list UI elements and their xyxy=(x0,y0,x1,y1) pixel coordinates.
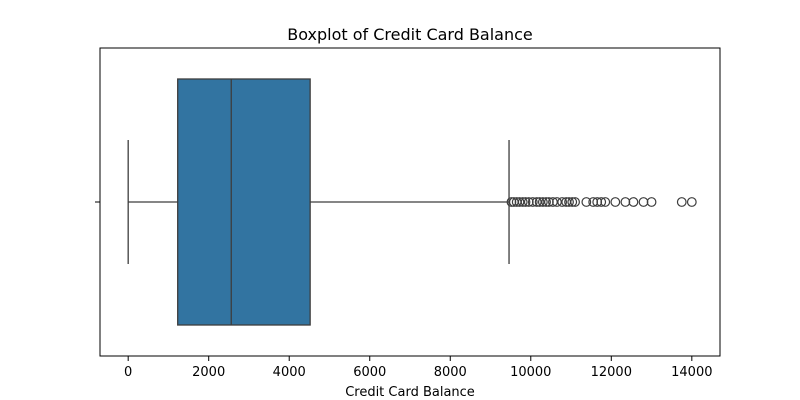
outlier-point xyxy=(570,197,580,207)
outlier-point xyxy=(557,197,568,207)
x-axis-label: Credit Card Balance xyxy=(345,385,475,400)
outlier-point xyxy=(514,197,525,207)
outlier-point xyxy=(548,197,558,207)
outlier-point xyxy=(676,197,687,207)
x-tick-label: 12000 xyxy=(591,365,632,380)
outlier-point xyxy=(537,197,548,207)
x-tick-label: 4000 xyxy=(273,365,306,380)
outlier-point xyxy=(531,197,542,207)
outlier-point xyxy=(620,197,631,207)
x-tick-label: 10000 xyxy=(510,365,551,380)
x-tick-label: 8000 xyxy=(434,365,467,380)
outlier-point xyxy=(541,197,551,207)
box-group xyxy=(127,78,510,326)
chart-title: Boxplot of Credit Card Balance xyxy=(287,25,533,44)
x-tick-label: 14000 xyxy=(671,365,712,380)
outlier-point xyxy=(564,197,574,207)
outlier-point xyxy=(610,197,621,207)
outlier-point xyxy=(567,197,578,207)
x-tick-label: 6000 xyxy=(353,365,386,380)
outlier-point xyxy=(646,197,657,207)
outlier-point xyxy=(527,197,538,207)
x-tick-label: 2000 xyxy=(192,365,225,380)
x-tick-label: 0 xyxy=(124,365,132,380)
outlier-point xyxy=(552,197,562,207)
outlier-point xyxy=(638,197,649,207)
outlier-point xyxy=(686,197,697,207)
outlier-point xyxy=(600,197,611,207)
outlier-point xyxy=(517,197,528,207)
outlier-point xyxy=(628,197,639,207)
outlier-point xyxy=(534,197,545,207)
outlier-point xyxy=(520,197,531,207)
outlier-point xyxy=(596,197,607,207)
iqr-box xyxy=(177,78,311,326)
outlier-group xyxy=(506,197,697,207)
x-axis-ticks: 0 2000 4000 6000 8000 10000 12000 14000 xyxy=(124,356,712,380)
outlier-point xyxy=(581,197,592,207)
